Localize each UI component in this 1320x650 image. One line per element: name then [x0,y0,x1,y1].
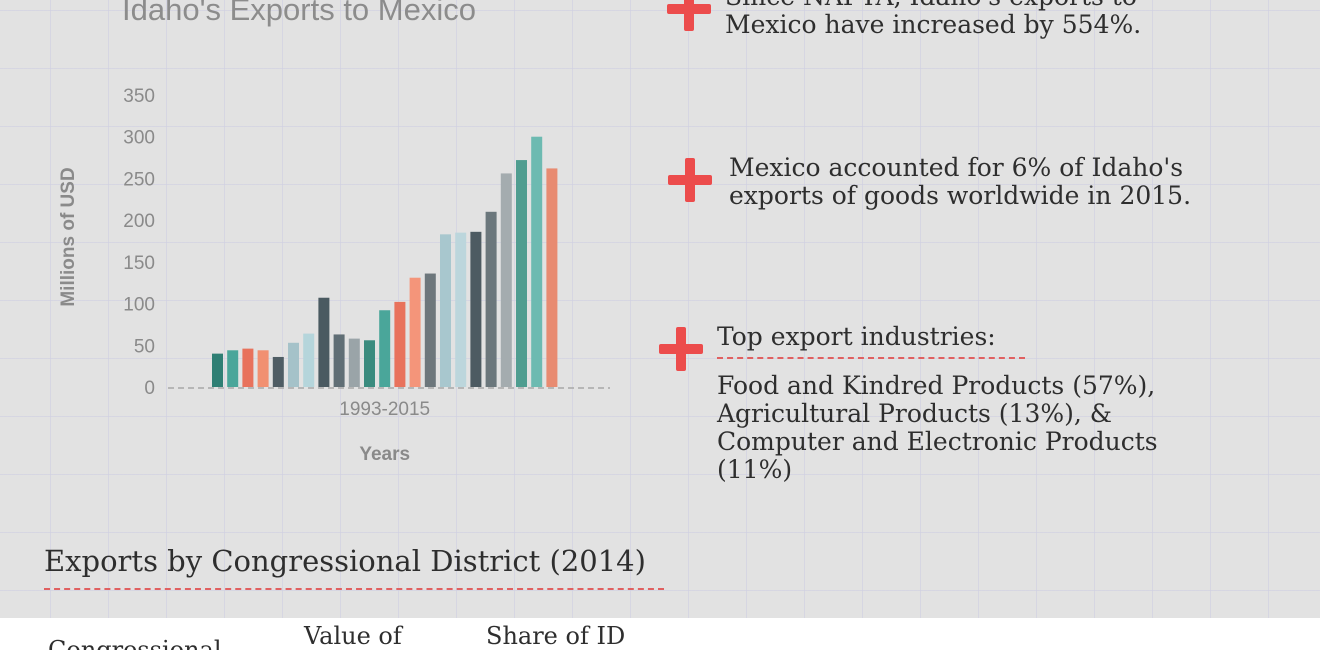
bar [303,333,315,387]
bar [242,348,254,387]
chart-title: Idaho's Exports to Mexico [122,0,476,27]
bar [455,232,467,387]
bar [409,277,421,387]
industry-line: Food and Kindred Products (57%), [717,371,1156,400]
industries-heading: Top export industries: [717,322,1025,359]
bar [546,168,558,387]
industry-line: Computer and Electronic Products [717,427,1158,456]
bar [227,350,239,387]
districts-table: Congressional Value of Share of ID [0,618,1320,650]
bar [364,340,375,387]
bar-chart: 0 50 100 150 200 250 300 350 1993-2015 Years Mi… [58,86,610,465]
y-tick-label: 200 [123,211,155,232]
industry-line: Agricultural Products (13%), & [717,399,1113,428]
y-axis-ticks: 0 50 100 150 200 250 300 350 [123,86,155,399]
bar [379,310,391,387]
fact-nafta-line1: Since NAFTA, Idaho's exports to [725,0,1141,11]
fact-share-line1: Mexico accounted for 6% of Idaho's [729,153,1184,182]
fact-share: Mexico accounted for 6% of Idaho's expor… [729,154,1191,210]
bar [531,136,543,387]
bar [500,173,512,387]
bar [424,273,436,387]
districts-section-title: Exports by Congressional District (2014) [44,544,664,590]
x-tick-label: 1993-2015 [339,399,430,420]
bar [288,342,299,387]
bar [272,356,284,387]
y-tick-label: 150 [123,253,155,274]
fact-share-line2: exports of goods worldwide in 2015. [729,181,1192,210]
industry-line: (11%) [717,455,793,484]
y-tick-label: 250 [123,169,155,190]
table-header-district: Congressional [48,636,222,650]
plus-icon [668,158,712,202]
y-tick-label: 50 [134,336,155,357]
y-axis-label: Millions of USD [58,167,79,306]
y-tick-label: 300 [123,128,155,149]
industries-list: Food and Kindred Products (57%), Agricul… [717,372,1237,484]
bar [440,234,451,387]
bars [212,136,558,387]
bar [516,160,527,387]
y-tick-label: 100 [123,295,155,316]
bar [348,338,360,387]
bar [394,301,406,387]
bar [485,211,497,387]
bar [257,350,269,387]
fact-nafta: Since NAFTA, Idaho's exports to Mexico h… [725,0,1141,39]
y-tick-label: 0 [144,378,155,399]
table-header-share: Share of ID [486,622,626,650]
y-tick-label: 350 [123,86,155,107]
bar [470,231,482,387]
plus-icon [667,0,711,31]
plus-icon [659,327,703,371]
bar [333,334,345,387]
bar [318,297,330,387]
x-axis-label: Years [359,444,410,465]
table-header-value: Value of [304,622,402,650]
bar [212,353,223,387]
fact-nafta-line2: Mexico have increased by 554%. [725,10,1142,39]
